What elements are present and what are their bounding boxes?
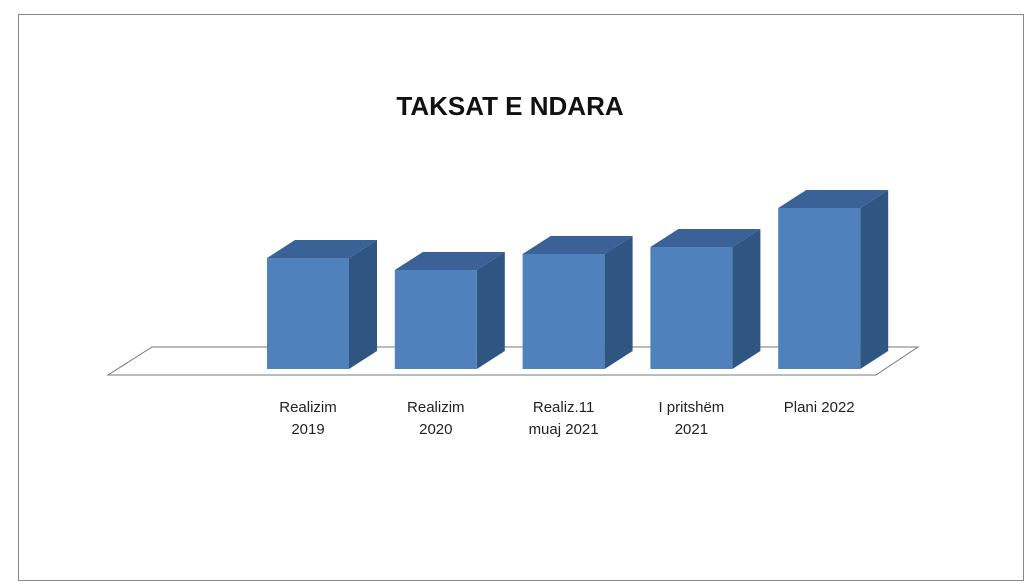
bar-top [394, 252, 505, 270]
bar [522, 254, 605, 369]
bar-side [860, 190, 889, 369]
bar [267, 258, 349, 369]
x-tick-label: Realiz.11 muaj 2021 [528, 399, 599, 438]
chart-title: TAKSAT E NDARA [396, 91, 623, 121]
bar-side [732, 229, 761, 369]
bar-side [604, 236, 633, 369]
x-tick-label: Realizim 2020 [407, 399, 465, 438]
bar-top [650, 229, 761, 247]
bar [394, 270, 477, 369]
bar-top [522, 236, 633, 254]
x-tick-label: I pritshëm 2021 [658, 399, 725, 438]
bar-side [476, 252, 505, 369]
bar-side [349, 240, 377, 369]
bar-top [267, 240, 377, 258]
bar-top [778, 190, 889, 208]
x-tick-label: Plani 2022 [783, 399, 855, 416]
x-tick-label: Realizim 2019 [279, 399, 337, 438]
bar [650, 247, 733, 369]
bar [778, 208, 861, 369]
